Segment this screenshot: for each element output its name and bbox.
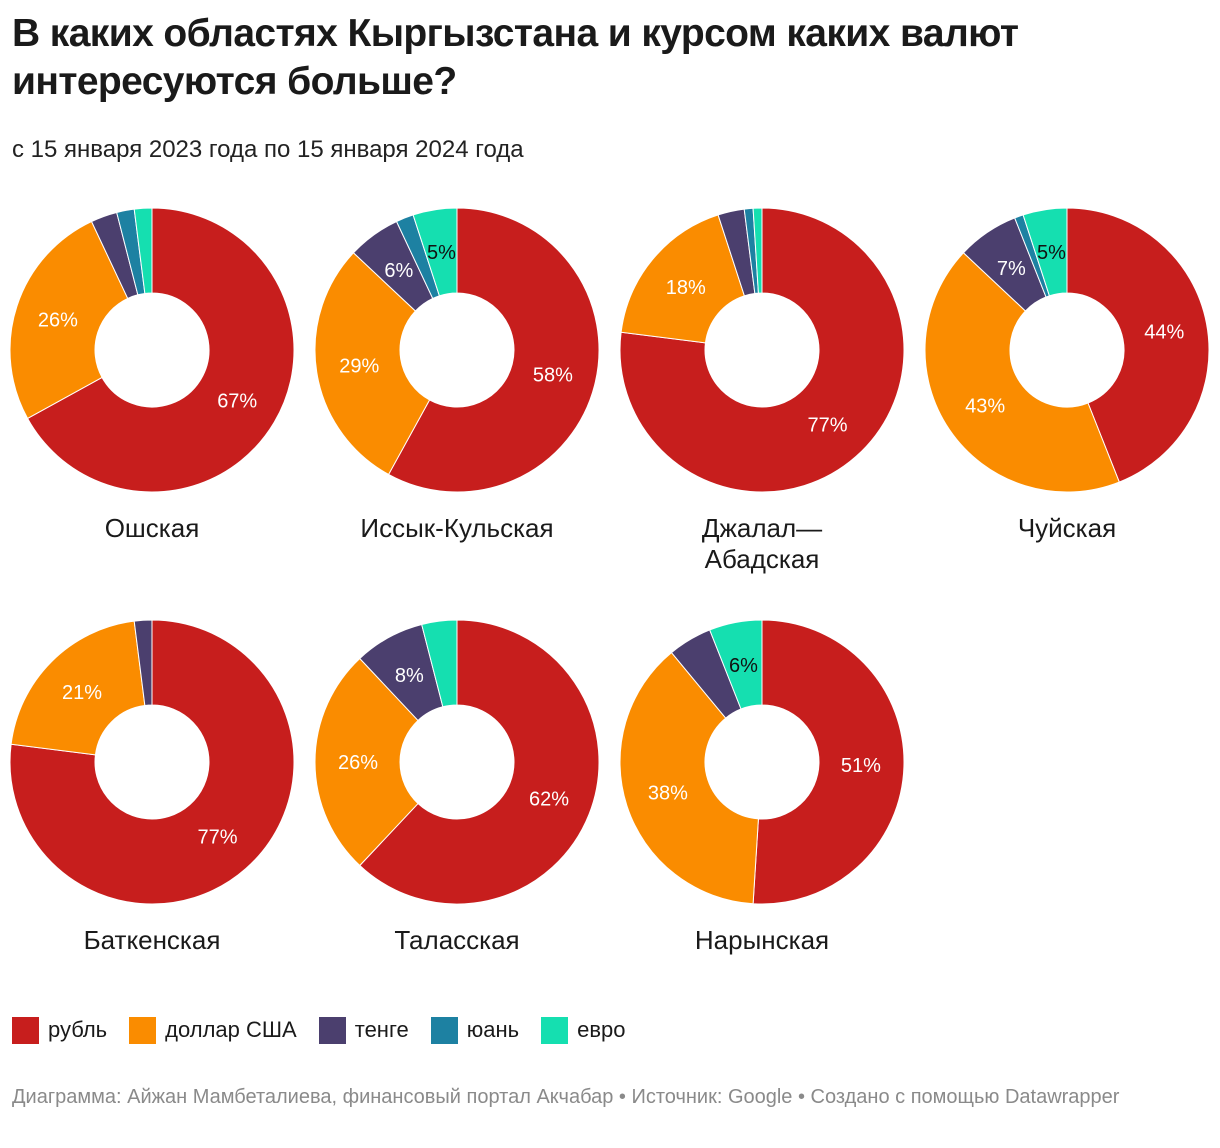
- slice-usd: [924, 252, 1120, 493]
- legend-label: рубль: [48, 1017, 108, 1042]
- slice-label: 58%: [533, 365, 573, 387]
- slice-tenge: [133, 619, 153, 707]
- slice-ruble: [387, 207, 600, 493]
- legend-label: тенге: [354, 1017, 409, 1042]
- slice-euro: [133, 207, 153, 295]
- footer-credits: Диаграмма: Айжан Мамбеталиева, финансовы…: [12, 1086, 1120, 1108]
- chart-subtitle: с 15 января 2023 года по 15 января 2024 …: [12, 136, 524, 163]
- slice-label: 7%: [997, 258, 1026, 280]
- slice-euro: [752, 207, 763, 294]
- slice-usd: [620, 214, 746, 344]
- donut-chart: 62% 26% 8%: [314, 619, 600, 905]
- slice-label: 21%: [62, 682, 102, 704]
- slice-ruble: [9, 619, 295, 905]
- legend-swatch: [129, 1016, 157, 1044]
- donut-chart: 51% 38% 6%: [619, 619, 905, 905]
- legend-swatch: [541, 1016, 569, 1044]
- donut-chart: 67% 26%: [9, 207, 295, 493]
- legend-item-tenge: тенге: [318, 1016, 409, 1044]
- legend-item-euro: евро: [541, 1016, 626, 1044]
- slice-label: 26%: [338, 752, 378, 774]
- slice-label: 62%: [529, 788, 569, 810]
- slice-label: 8%: [395, 665, 424, 687]
- slice-euro: [709, 619, 763, 710]
- slice-usd: [10, 620, 146, 756]
- slice-ruble: [1066, 207, 1210, 483]
- slice-label: 26%: [38, 309, 78, 331]
- legend-swatch: [430, 1016, 458, 1044]
- slice-label: 29%: [339, 355, 379, 377]
- slice-usd: [314, 657, 419, 867]
- chart-title: В каких областях Кыргызстана и курсом ка…: [12, 12, 1019, 103]
- donut-region-label: Чуйская: [1017, 513, 1117, 543]
- donut-chart: 58% 29% 6% 5%: [314, 207, 600, 493]
- slice-ruble: [752, 619, 905, 905]
- donut-chart: 77% 21%: [9, 619, 295, 905]
- legend-swatch: [12, 1016, 39, 1044]
- slice-label: 5%: [1037, 242, 1066, 264]
- slice-label: 5%: [427, 242, 456, 264]
- slice-label: 77%: [197, 826, 237, 848]
- slice-label: 18%: [666, 277, 706, 299]
- legend-item-usd: доллар США: [129, 1016, 297, 1044]
- slice-euro: [1022, 207, 1068, 297]
- slice-label: 77%: [807, 414, 847, 436]
- slice-usd: [9, 220, 129, 420]
- slice-label: 43%: [965, 396, 1005, 418]
- slice-euro: [421, 619, 458, 708]
- slice-label: 44%: [1144, 321, 1184, 343]
- legend-label: доллар США: [165, 1017, 297, 1042]
- slice-usd: [314, 252, 431, 476]
- slice-label: 51%: [841, 755, 881, 777]
- slice-label: 6%: [384, 260, 413, 282]
- legend: рубль доллар США тенге юань евро: [12, 1016, 648, 1044]
- slice-label: 6%: [729, 655, 758, 677]
- slice-ruble: [619, 207, 905, 493]
- slice-label: 38%: [648, 783, 688, 805]
- donut-region-label: Таласская: [394, 925, 520, 955]
- legend-swatch: [318, 1016, 346, 1044]
- legend-label: евро: [577, 1017, 626, 1042]
- legend-item-yuan: юань: [430, 1016, 520, 1044]
- donut-region-label: Нарынская: [694, 925, 830, 955]
- slice-usd: [619, 651, 759, 905]
- slice-ruble: [359, 619, 600, 905]
- donut-region-label: Ошская: [104, 513, 200, 543]
- donut-region-label: Баткенская: [83, 925, 221, 955]
- legend-label: юань: [466, 1017, 520, 1042]
- legend-item-ruble: рубль: [12, 1016, 107, 1044]
- donut-region-label: Иссык-Кульская: [360, 513, 554, 543]
- slice-ruble: [26, 207, 295, 493]
- slice-euro: [412, 207, 458, 297]
- donut-chart: 77% 18%: [619, 207, 905, 493]
- donut-region-label: Джалал— Абадская: [701, 513, 823, 574]
- slice-label: 67%: [217, 390, 257, 412]
- donut-chart: 44% 43% 7% 5%: [924, 207, 1210, 493]
